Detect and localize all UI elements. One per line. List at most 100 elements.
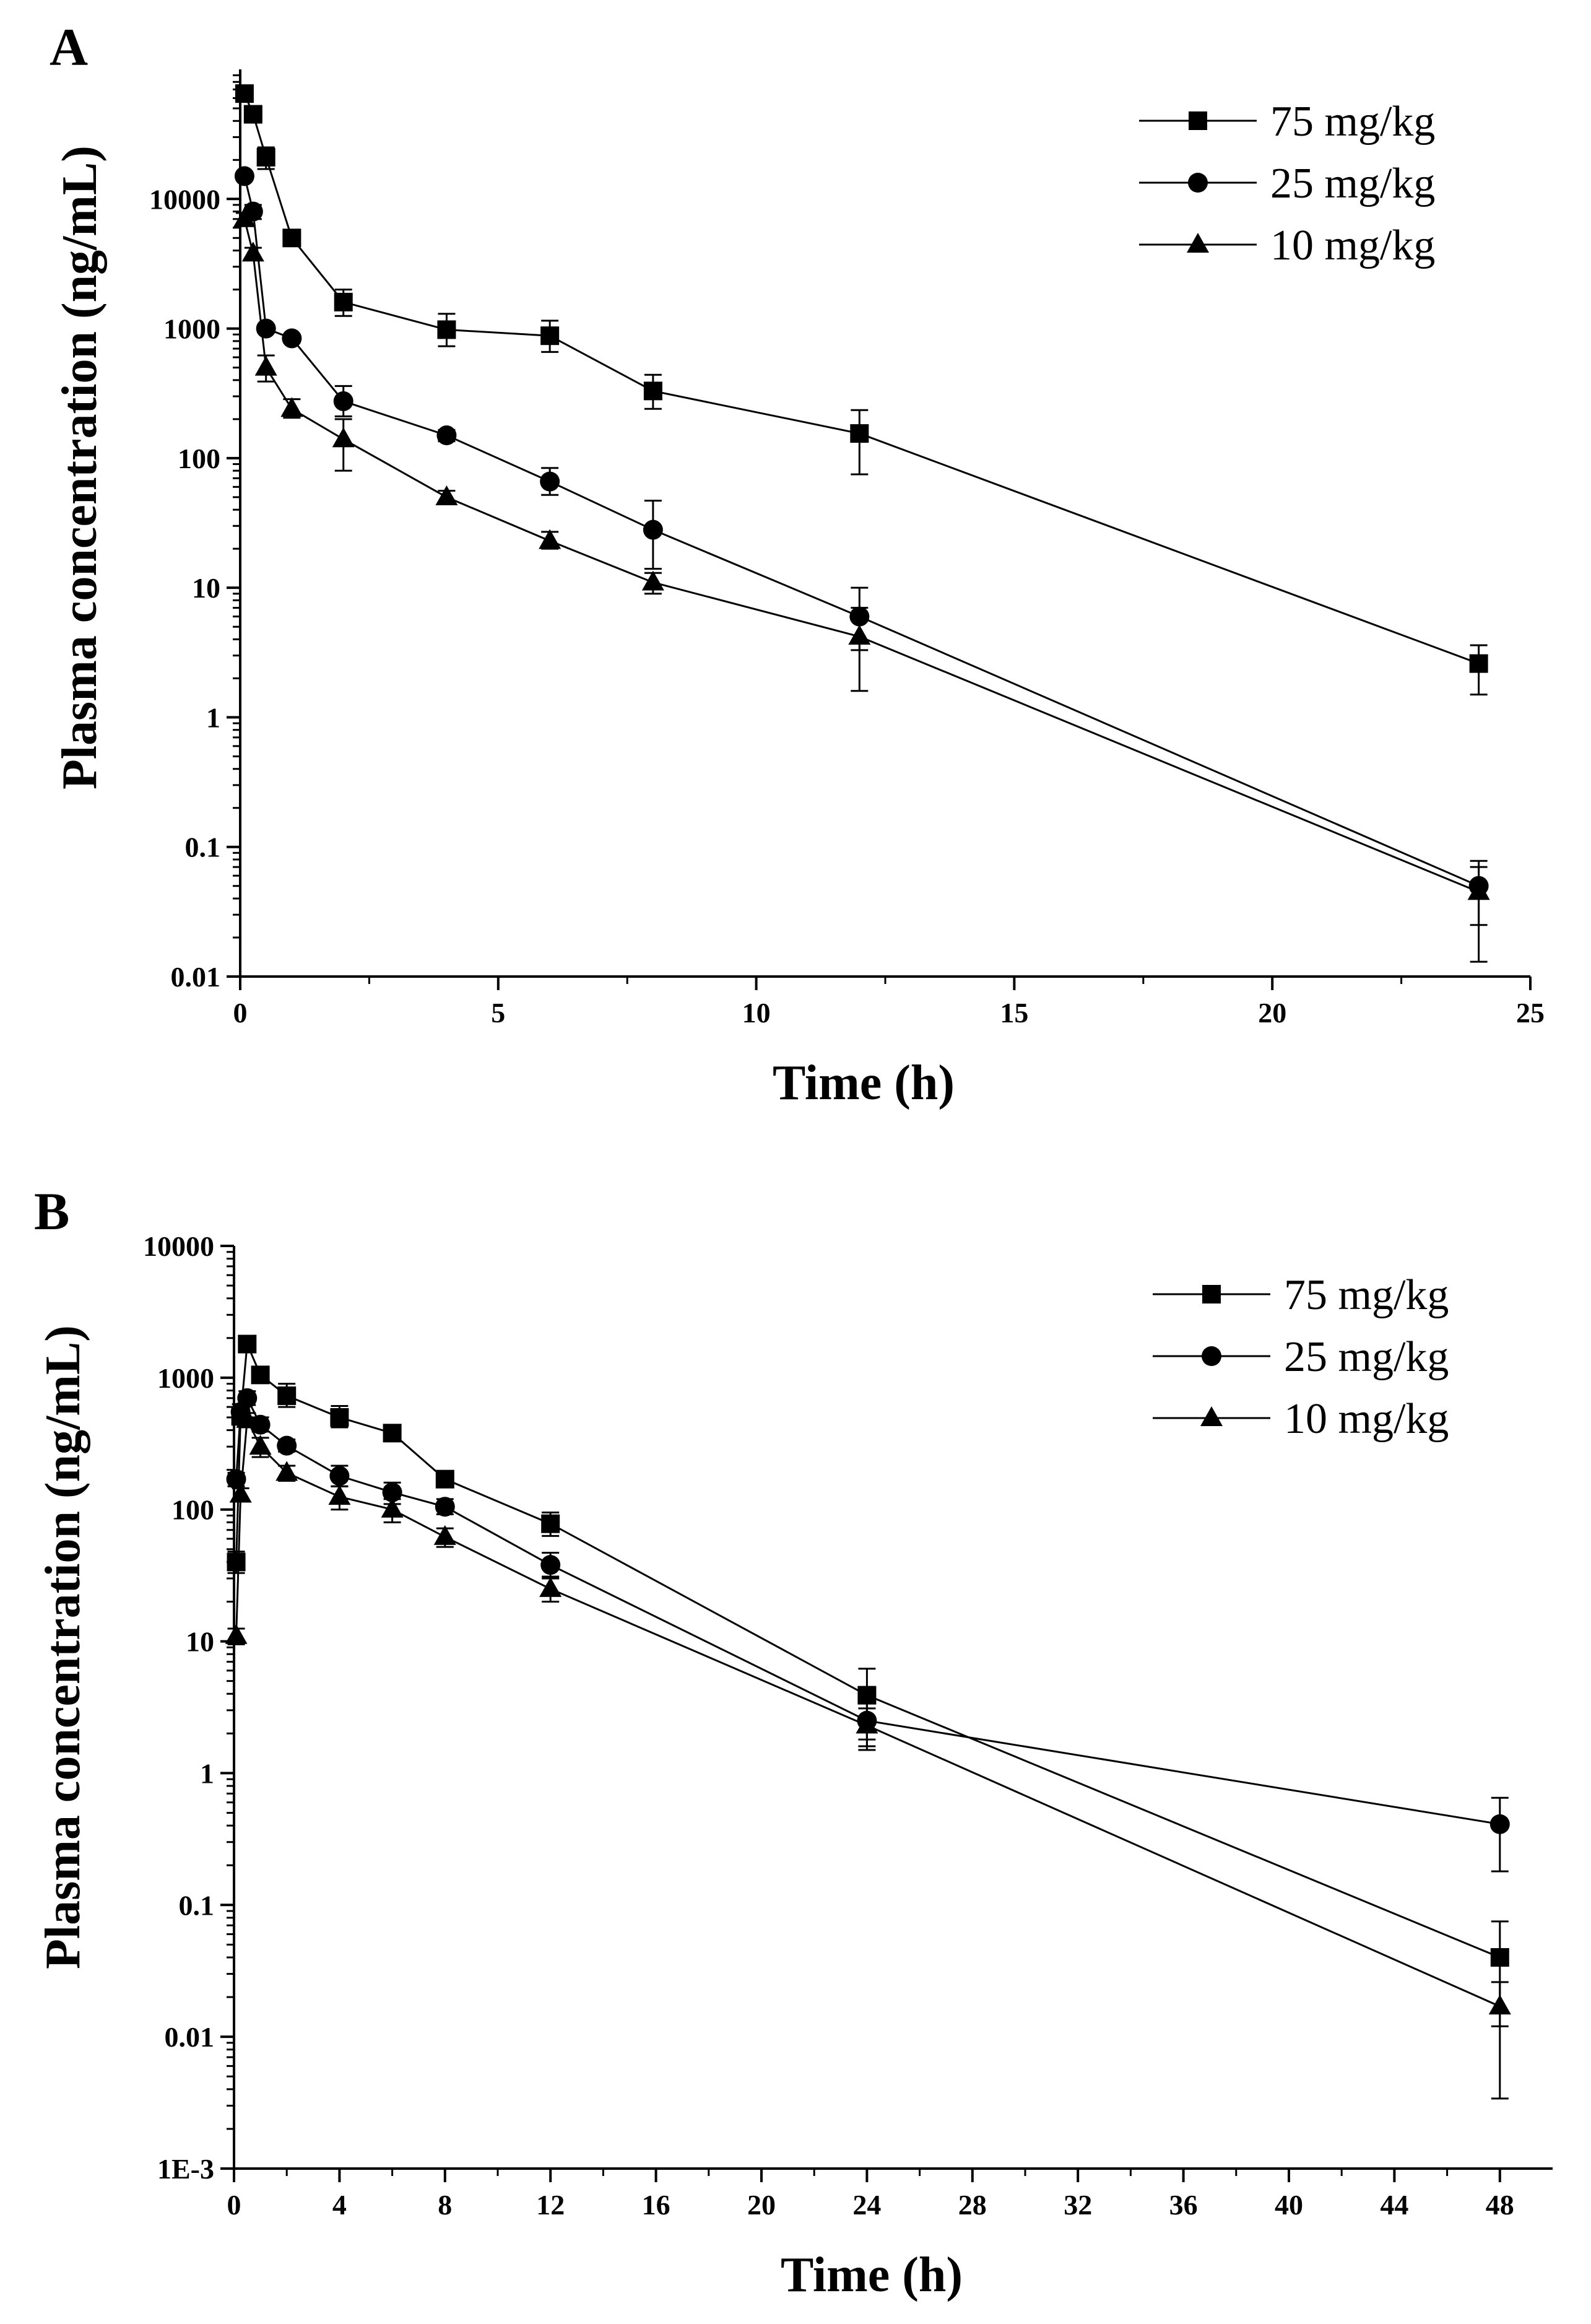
panel-b-y-tick-label: 1E-3: [157, 2153, 214, 2185]
panel-b-point-25-mg-kg: [277, 1435, 297, 1456]
panel-a-x-tick-label: 5: [491, 997, 505, 1029]
panel-a-y-tick-label: 0.1: [185, 832, 221, 863]
panel-a-point-75-mg-kg: [282, 228, 301, 248]
panel-b-point-75-mg-kg: [383, 1424, 402, 1443]
panel-b-point-10-mg-kg: [229, 1482, 252, 1503]
panel-b-point-75-mg-kg: [541, 1514, 560, 1533]
panel-b-legend-label-25-mg-kg: 25 mg/kg: [1284, 1333, 1449, 1381]
panel-b-ticks: 0 4 8 12 16 20 24 28 32 36 40 44 481E-30.010.1110100…: [143, 1230, 1514, 2221]
panel-b-point-10-mg-kg: [433, 1525, 456, 1545]
panel-b-legend-marker-10-mg-kg: [1200, 1406, 1223, 1426]
panel-b-x-tick-label: 32: [1064, 2189, 1092, 2221]
panel-a-point-25-mg-kg: [333, 391, 353, 411]
panel-b-point-75-mg-kg: [435, 1469, 454, 1489]
panel-b-x-tick-label: 16: [642, 2189, 670, 2221]
panel-b-point-10-mg-kg: [225, 1624, 248, 1644]
panel-b-point-25-mg-kg: [540, 1555, 561, 1575]
panel-a-point-25-mg-kg: [256, 318, 276, 339]
panel-a-series-line-10-mg-kg: [243, 219, 1480, 893]
panel-b-point-75-mg-kg: [227, 1552, 246, 1572]
panel-b: B Plasma concentration (ng/mL) Time (h) …: [34, 1182, 1553, 2302]
panel-a: A Plasma concentration (ng/mL) Time (h) …: [50, 17, 1545, 1110]
panel-b-point-75-mg-kg: [251, 1365, 270, 1385]
panel-a-legend: 75 mg/kg 25 mg/kg 10 mg/kg: [1139, 98, 1435, 269]
panel-b-series: [225, 1334, 1511, 2100]
panel-a-point-75-mg-kg: [437, 320, 456, 339]
panel-a-point-10-mg-kg: [254, 355, 277, 376]
panel-b-x-tick-label: 48: [1486, 2189, 1514, 2221]
panel-b-y-tick-label: 0.01: [165, 2021, 215, 2053]
panel-a-point-10-mg-kg: [539, 529, 561, 549]
panel-b-x-tick-label: 0: [227, 2189, 241, 2221]
panel-a-ticks: 0 5 10 15 20 25 0.01 0.1 1 10 100 1000 10000: [149, 74, 1545, 1029]
panel-b-point-75-mg-kg: [1490, 1948, 1509, 1967]
panel-b-point-25-mg-kg: [435, 1497, 455, 1517]
panel-b-legend-marker-25-mg-kg: [1202, 1346, 1221, 1366]
panel-a-point-10-mg-kg: [280, 397, 303, 417]
panel-a-series: [233, 84, 1490, 963]
panel-a-point-25-mg-kg: [540, 471, 560, 492]
panel-a-point-75-mg-kg: [256, 147, 275, 167]
panel-b-point-10-mg-kg: [236, 1408, 259, 1428]
panel-a-point-75-mg-kg: [235, 84, 254, 103]
panel-b-point-25-mg-kg: [250, 1414, 271, 1435]
panel-b-x-tick-label: 24: [852, 2189, 881, 2221]
panel-a-x-tick-label: 20: [1258, 997, 1286, 1029]
panel-b-point-75-mg-kg: [330, 1408, 349, 1427]
panel-a-point-75-mg-kg: [850, 424, 869, 443]
panel-b-x-tick-label: 8: [438, 2189, 452, 2221]
panel-b-point-10-mg-kg: [539, 1577, 562, 1597]
panel-b-x-tick-label: 36: [1169, 2189, 1198, 2221]
panel-b-point-10-mg-kg: [856, 1713, 878, 1734]
panel-a-point-10-mg-kg: [641, 570, 664, 591]
panel-a-point-75-mg-kg: [1469, 654, 1488, 673]
panel-a-point-10-mg-kg: [1467, 880, 1490, 900]
panel-b-x-tick-label: 28: [958, 2189, 987, 2221]
panel-a-series-line-25-mg-kg: [243, 176, 1480, 887]
panel-a-point-75-mg-kg: [243, 105, 262, 124]
panel-b-legend-label-75-mg-kg: 75 mg/kg: [1284, 1271, 1449, 1319]
panel-b-y-tick-label: 0.1: [179, 1889, 215, 1921]
panel-b-x-axis-title: Time (h): [781, 2248, 963, 2302]
panel-a-point-75-mg-kg: [540, 326, 560, 346]
panel-a-x-tick-label: 10: [742, 997, 771, 1029]
panel-b-point-75-mg-kg: [277, 1386, 297, 1405]
panel-a-y-tick-label: 0.01: [171, 961, 221, 993]
panel-b-legend: 75 mg/kg 25 mg/kg 10 mg/kg: [1153, 1271, 1449, 1443]
panel-a-y-tick-label: 10: [192, 572, 220, 604]
panel-b-x-tick-label: 20: [747, 2189, 776, 2221]
panel-a-legend-label-25-mg-kg: 25 mg/kg: [1270, 160, 1435, 207]
panel-a-letter: A: [50, 17, 88, 77]
panel-b-point-25-mg-kg: [1489, 1814, 1510, 1834]
panel-a-point-25-mg-kg: [282, 328, 302, 349]
panel-a-x-tick-label: 25: [1516, 997, 1545, 1029]
panel-a-point-10-mg-kg: [241, 242, 264, 262]
panel-b-legend-label-10-mg-kg: 10 mg/kg: [1284, 1395, 1449, 1443]
panel-b-point-10-mg-kg: [328, 1485, 351, 1505]
panel-a-legend-marker-25-mg-kg: [1188, 173, 1208, 193]
panel-a-point-10-mg-kg: [435, 485, 458, 505]
panel-b-y-axis-title: Plasma concentration (ng/mL): [36, 1325, 90, 1969]
panel-a-legend-label-10-mg-kg: 10 mg/kg: [1270, 222, 1435, 269]
panel-b-series-10-mg-kg: [225, 1408, 1511, 2100]
panel-a-x-tick-label: 0: [233, 997, 248, 1029]
panel-a-y-axis-title: Plasma concentration (ng/mL): [53, 146, 107, 790]
panel-a-point-75-mg-kg: [643, 381, 662, 401]
panel-a-series-75-mg-kg: [235, 84, 1488, 696]
panel-b-point-10-mg-kg: [249, 1435, 272, 1455]
panel-a-point-75-mg-kg: [334, 292, 353, 311]
panel-a-y-tick-label: 1: [206, 702, 220, 733]
panel-b-point-10-mg-kg: [275, 1461, 298, 1481]
panel-a-x-axis-title: Time (h): [773, 1056, 955, 1110]
panel-a-legend-label-75-mg-kg: 75 mg/kg: [1270, 98, 1435, 146]
panel-a-y-tick-label: 10000: [149, 183, 220, 215]
panel-b-y-tick-label: 10: [186, 1626, 214, 1658]
panel-a-point-25-mg-kg: [643, 520, 663, 540]
panel-a-series-line-75-mg-kg: [243, 93, 1480, 664]
panel-b-y-tick-label: 1000: [157, 1362, 214, 1394]
panel-a-point-10-mg-kg: [332, 427, 355, 448]
panel-a-y-tick-label: 1000: [163, 313, 220, 345]
panel-a-legend-marker-75-mg-kg: [1189, 111, 1207, 130]
panel-b-point-25-mg-kg: [382, 1482, 402, 1502]
